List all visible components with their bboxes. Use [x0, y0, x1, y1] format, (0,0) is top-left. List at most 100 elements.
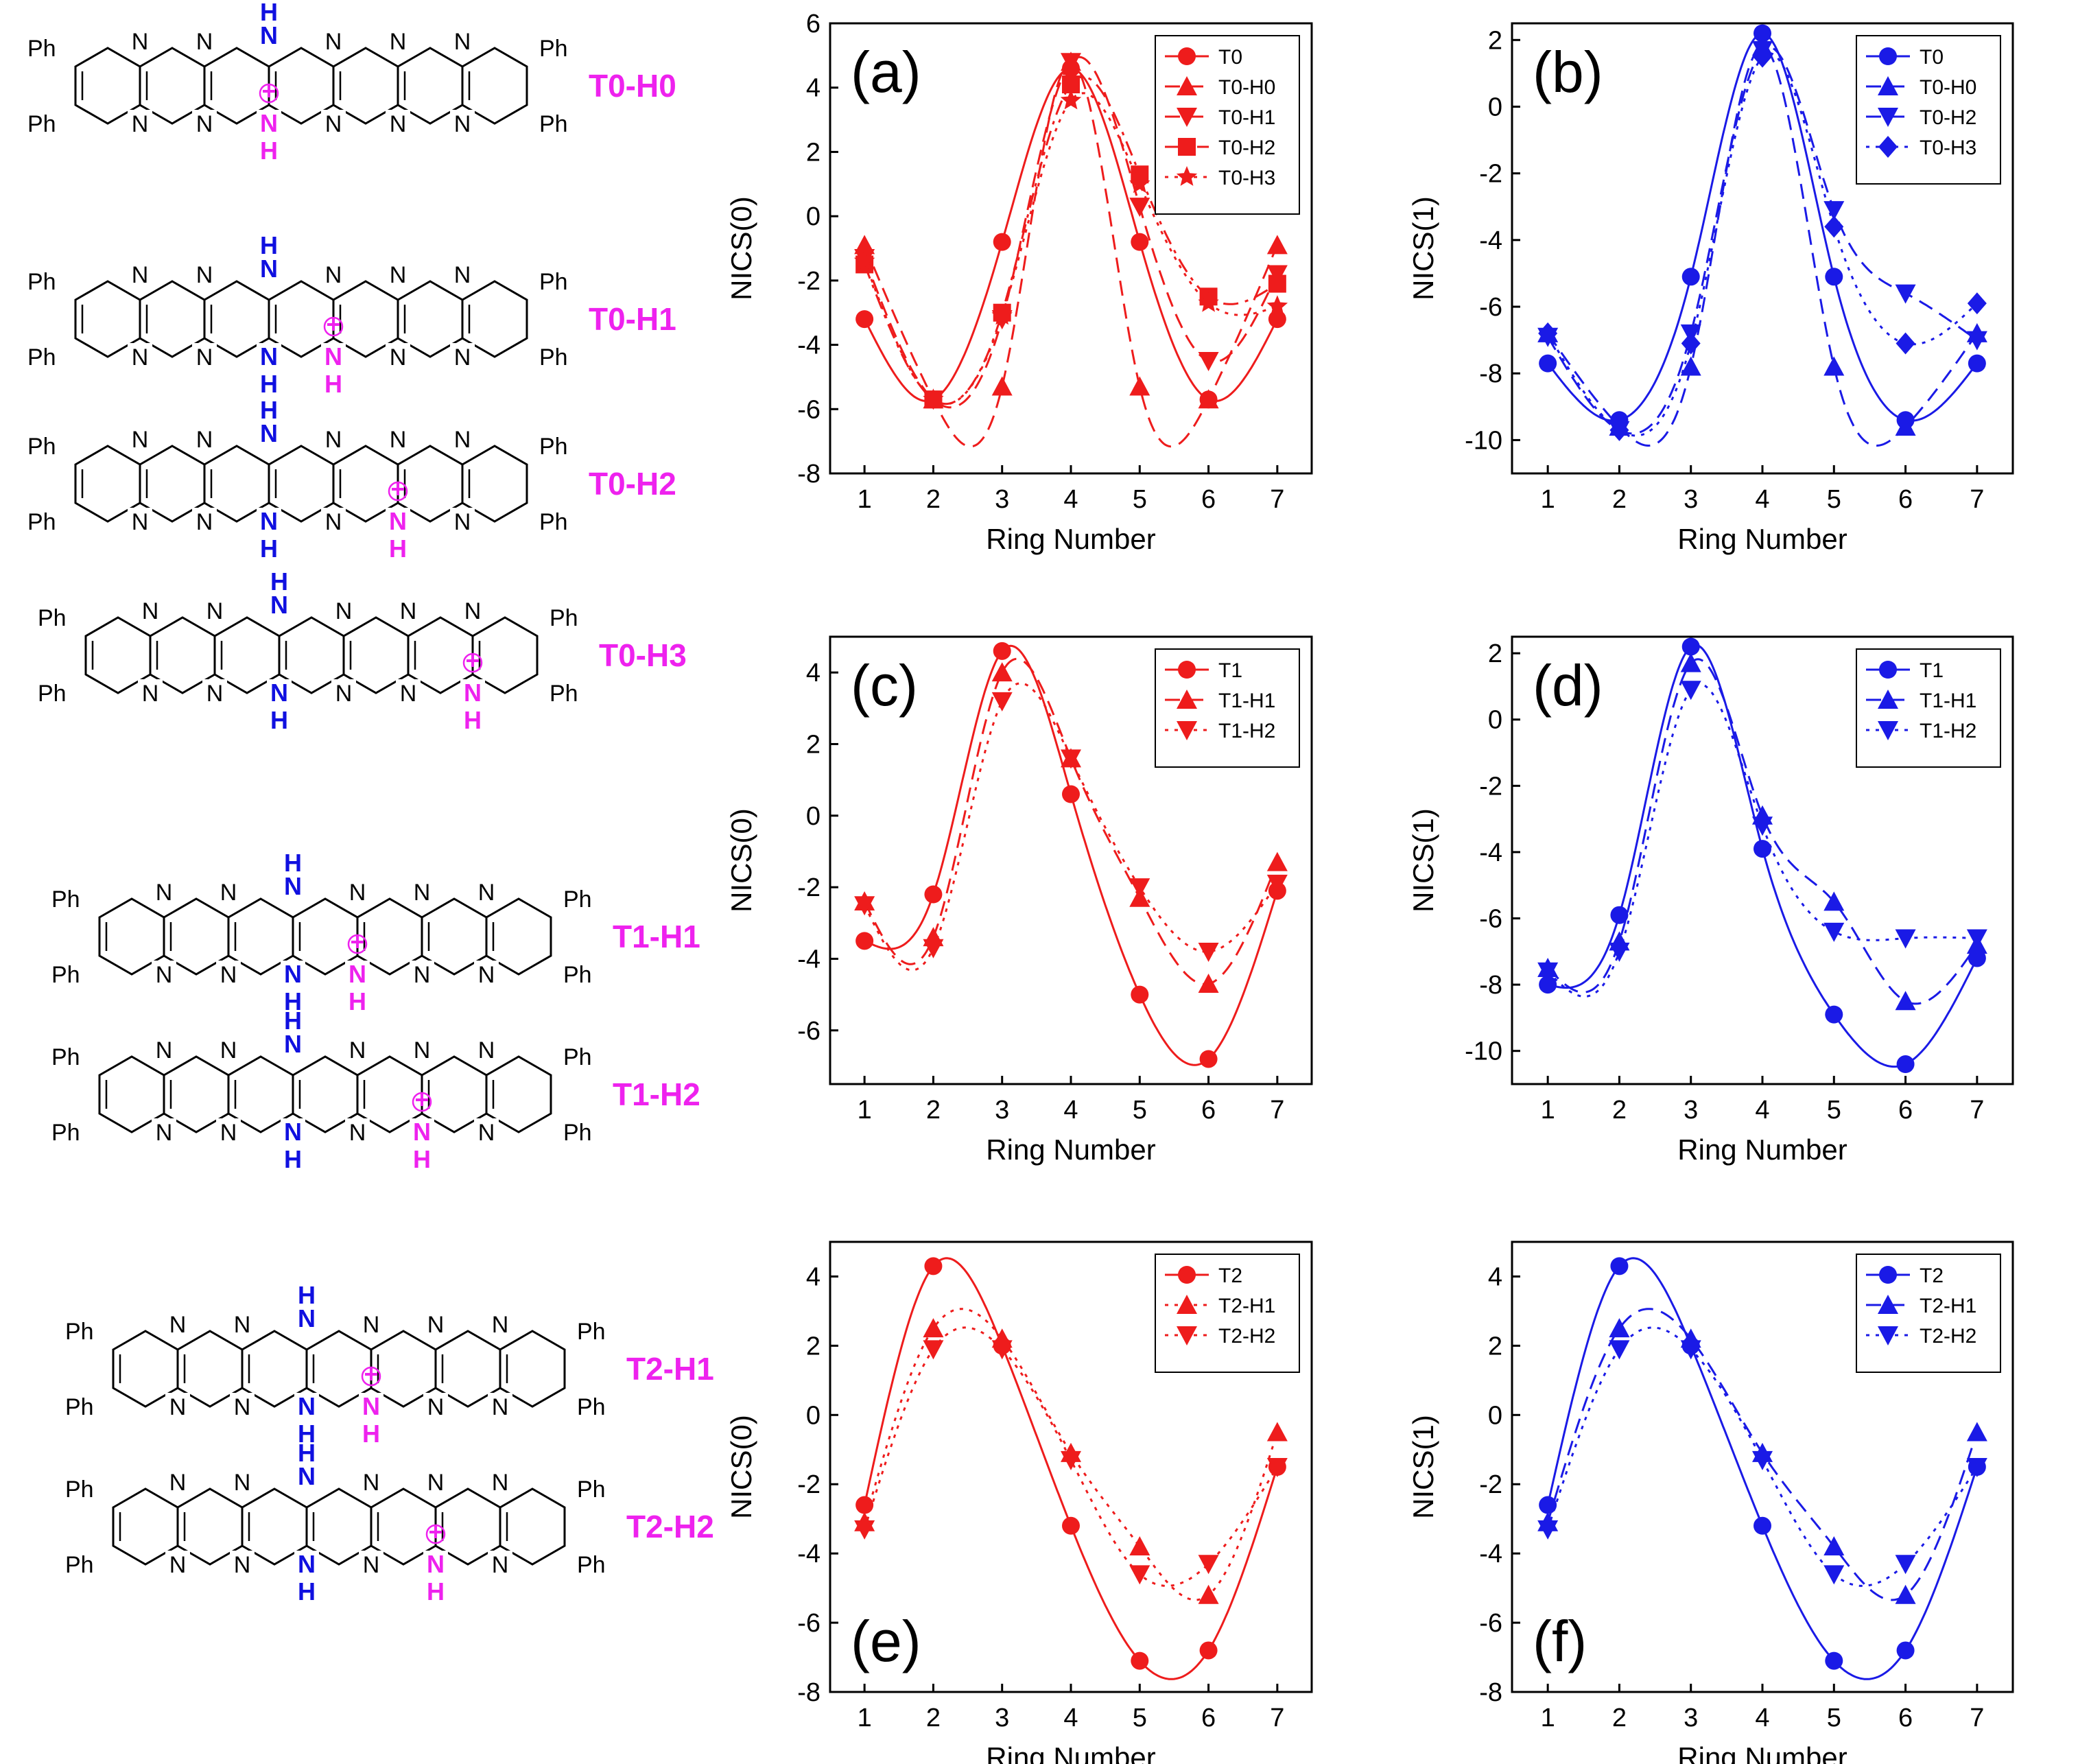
data-point — [1061, 53, 1081, 73]
n-atom: N — [492, 1394, 509, 1420]
h-atom-charged: H — [389, 534, 407, 563]
n-atom: N — [390, 111, 407, 137]
label-bg — [321, 508, 346, 535]
n-atom: N — [142, 681, 159, 707]
n-atom: N — [169, 1552, 187, 1578]
x-tick-label: 7 — [1270, 1096, 1284, 1125]
n-atom: N — [156, 962, 173, 988]
label-bg — [450, 425, 475, 453]
ph-label: Ph — [27, 509, 56, 535]
n-atom: N — [427, 1312, 445, 1338]
charge-circle — [412, 1092, 432, 1112]
data-point — [1266, 851, 1288, 871]
n-atom: N — [196, 344, 213, 371]
label-bg — [257, 508, 281, 535]
data-point — [1896, 1055, 1915, 1074]
ph-label: Ph — [27, 269, 56, 295]
n-atom: N — [169, 1312, 187, 1338]
label-bg — [410, 1118, 434, 1146]
n-atom: N — [206, 681, 224, 707]
y-tick-label: -8 — [1479, 360, 1502, 388]
ph-label: Ph — [577, 1477, 606, 1503]
h-atom-charged: H — [324, 370, 342, 398]
label-bg — [488, 1393, 512, 1420]
label-bg — [345, 1118, 370, 1146]
label-bg — [474, 961, 499, 988]
x-tick-label: 4 — [1063, 1096, 1078, 1125]
y-tick-label: 0 — [1488, 706, 1502, 735]
x-axis-label: Ring Number — [986, 523, 1155, 555]
label-bg — [128, 27, 152, 55]
data-point — [1129, 1536, 1150, 1556]
chart-e: 1 2 3 4 5 6 7 -8 -6 -4 -2 0 2 4 Ring Number NICS(0) (e) T… — [725, 1240, 1313, 1764]
legend-entry: T0 — [1920, 46, 1944, 69]
label-bg — [152, 1118, 176, 1146]
legend-marker — [1178, 138, 1196, 156]
y-axis-label: NICS(1) — [1407, 808, 1439, 913]
data-point — [991, 1340, 1013, 1360]
h-atom: H — [298, 1420, 316, 1448]
data-point — [1609, 1340, 1630, 1360]
label-bg — [359, 1468, 383, 1496]
data-point — [855, 932, 874, 950]
legend-entry: T2-H2 — [1218, 1325, 1275, 1348]
data-point — [1823, 922, 1845, 942]
legend-marker — [1878, 136, 1898, 158]
charge-circle — [462, 652, 483, 673]
x-axis-label: Ring Number — [1677, 523, 1847, 555]
y-tick-label: 6 — [806, 10, 820, 38]
ring — [461, 445, 528, 523]
legend-marker — [1878, 108, 1898, 127]
label-bg — [450, 261, 475, 288]
n-atom: N — [298, 1304, 316, 1332]
n-atom: N — [132, 111, 149, 137]
n-atom: N — [196, 509, 213, 535]
ph-label: Ph — [577, 1394, 606, 1420]
label-bg — [128, 343, 152, 371]
ph-label: Ph — [51, 1120, 80, 1146]
n-atom: N — [414, 962, 431, 988]
y-tick-label: 2 — [1488, 1332, 1502, 1361]
panel-label: (f) — [1533, 1609, 1587, 1673]
n-atom: N — [284, 1118, 302, 1146]
charge-plus: + — [326, 310, 340, 338]
data-point — [855, 310, 874, 329]
x-tick-label: 1 — [1541, 485, 1555, 514]
data-point — [1824, 215, 1844, 238]
charge-circle — [361, 1366, 381, 1387]
legend-marker — [1177, 108, 1197, 127]
x-tick-label: 2 — [1612, 1096, 1627, 1125]
label-bg — [230, 1551, 255, 1578]
legend: T1 T1-H1 T1-H2 — [1856, 648, 2001, 768]
x-tick-label: 6 — [1201, 485, 1216, 514]
data-point — [1131, 233, 1149, 251]
data-point — [1896, 1641, 1915, 1660]
data-point — [855, 1496, 874, 1514]
label-bg — [165, 1310, 190, 1338]
ph-label: Ph — [563, 886, 592, 913]
legend-marker — [1177, 1295, 1197, 1314]
data-point — [1823, 1565, 1845, 1585]
charge-plus: + — [350, 928, 364, 956]
n-atom: N — [132, 262, 149, 288]
data-point — [993, 642, 1011, 660]
ph-label: Ph — [550, 605, 578, 631]
n-atom-charged: N — [260, 109, 278, 137]
ph-label: Ph — [539, 269, 568, 295]
label-bg — [321, 110, 346, 137]
panel-label: (b) — [1533, 40, 1603, 104]
legend-marker — [1178, 47, 1196, 65]
label-bg — [216, 1036, 241, 1063]
label-bg — [192, 27, 217, 55]
charge-plus: + — [390, 475, 405, 503]
x-tick-label: 2 — [926, 1704, 941, 1732]
charge-plus: + — [414, 1085, 429, 1114]
data-point — [1966, 929, 1987, 949]
data-point — [1895, 284, 1916, 304]
label-bg — [281, 1118, 305, 1146]
data-point — [1061, 1450, 1081, 1470]
data-point — [1198, 352, 1219, 371]
x-tick-label: 3 — [1684, 1096, 1698, 1125]
